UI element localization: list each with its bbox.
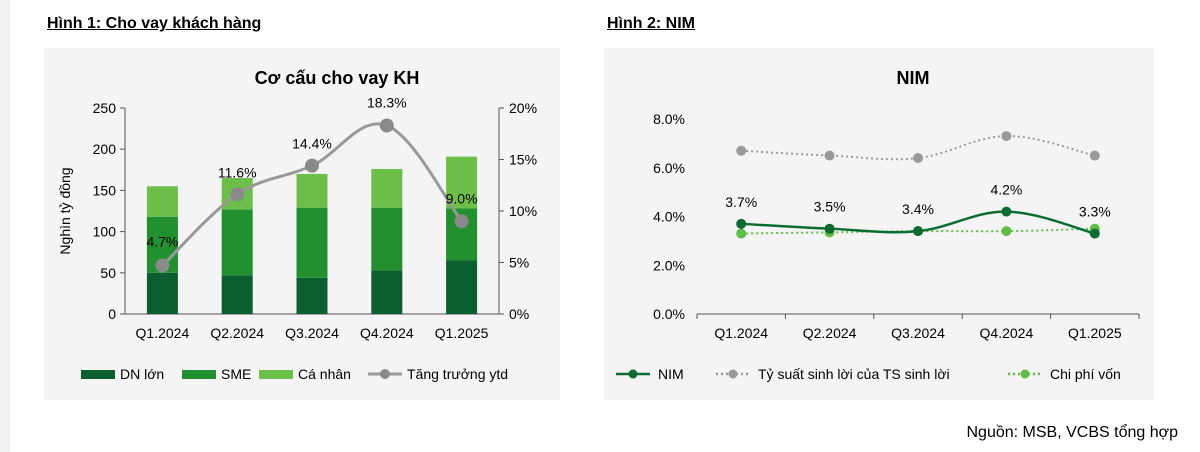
x-tick-label: Q2.2024 <box>210 325 264 341</box>
bar-segment <box>146 272 178 314</box>
series-point <box>1089 150 1100 161</box>
legend-marker <box>1020 369 1030 379</box>
source-note: Nguồn: MSB, VCBS tổng hợp <box>966 424 1179 441</box>
growth-data-label: 14.4% <box>292 136 332 152</box>
bar-segment <box>446 260 478 314</box>
series-point <box>1089 228 1100 239</box>
y2-tick-label: 0% <box>509 306 529 322</box>
x-tick-label: Q1.2024 <box>714 325 768 341</box>
y2-tick-label: 20% <box>509 100 537 116</box>
x-tick-label: Q3.2024 <box>285 325 339 341</box>
y-tick-label: 250 <box>93 100 117 116</box>
x-tick-label: Q4.2024 <box>980 325 1034 341</box>
y-tick-label: 200 <box>93 141 117 157</box>
series-point <box>824 150 835 161</box>
legend-label: NIM <box>658 366 684 382</box>
growth-data-label: 18.3% <box>367 95 407 111</box>
bar-segment <box>296 207 328 278</box>
x-tick-label: Q4.2024 <box>360 325 414 341</box>
series-point <box>824 223 835 234</box>
y-tick-label: 50 <box>100 265 116 281</box>
y2-tick-label: 15% <box>509 152 537 168</box>
series-point <box>736 218 747 229</box>
chart-title: Cơ cấu cho vay KH <box>255 68 420 88</box>
bar-segment <box>296 277 328 314</box>
legend-label: Chi phí vốn <box>1050 366 1121 382</box>
legend-swatch <box>259 370 293 379</box>
legend-label: DN lớn <box>120 366 164 382</box>
growth-data-label: 9.0% <box>446 190 478 206</box>
bar-segment <box>221 275 253 314</box>
nim-chart: NIM 0.0% 2.0% 4.0% 6.0% 8.0% Q1.2024 Q2.2024 Q3.… <box>616 68 1140 382</box>
series-point <box>1001 226 1012 237</box>
series-point <box>736 145 747 156</box>
figure2-heading: Hình 2: NIM <box>607 15 695 32</box>
legend-swatch <box>182 370 216 379</box>
y-tick-label: 2.0% <box>653 257 685 273</box>
bar-segment <box>146 186 178 217</box>
legend-marker <box>728 369 738 379</box>
y-tick-label: 8.0% <box>653 111 685 127</box>
series-point <box>1001 206 1012 217</box>
nim-chart-panel: NIM 0.0% 2.0% 4.0% 6.0% 8.0% Q1.2024 Q2.2024 Q3.… <box>604 48 1154 400</box>
x-tick-label: Q1.2025 <box>1068 325 1122 341</box>
growth-data-label: 11.6% <box>218 165 257 181</box>
legend-marker <box>628 369 638 379</box>
loan-structure-chart: Cơ cấu cho vay KH 0 50 100 150 200 250 Nghìn tỷ… <box>57 68 537 382</box>
y-tick-label: 100 <box>93 224 117 240</box>
growth-point <box>454 214 469 229</box>
nim-data-label: 3.4% <box>902 201 934 217</box>
growth-point <box>379 118 394 133</box>
series-point <box>913 153 923 163</box>
nim-data-label: 3.5% <box>814 199 846 215</box>
nim-data-label: 3.3% <box>1079 204 1111 220</box>
legend-label: Cá nhân <box>298 366 351 382</box>
y2-tick-label: 10% <box>509 203 537 219</box>
y-tick-label: 0 <box>108 306 116 322</box>
series-point <box>1001 131 1012 142</box>
legend-swatch <box>81 370 115 379</box>
legend-label: SME <box>221 366 251 382</box>
chart-title: NIM <box>897 68 930 88</box>
growth-point <box>230 187 245 202</box>
legend-label: Tỷ suất sinh lời của TS sinh lời <box>758 366 950 382</box>
left-margin-strip <box>0 0 10 452</box>
y2-tick-label: 5% <box>509 255 529 271</box>
x-tick-label: Q3.2024 <box>891 325 945 341</box>
legend-label: Tăng trưởng ytd <box>407 366 508 382</box>
growth-point <box>305 158 319 173</box>
growth-point <box>155 258 170 273</box>
x-tick-label: Q1.2025 <box>435 325 489 341</box>
bar-segment <box>446 156 478 209</box>
series-point <box>736 228 747 239</box>
x-tick-label: Q1.2024 <box>136 325 190 341</box>
x-tick-label: Q2.2024 <box>803 325 857 341</box>
bar-segment <box>221 209 253 276</box>
nim-data-label: 4.2% <box>990 182 1022 198</box>
bar-segment <box>371 207 403 271</box>
growth-data-label: 4.7% <box>146 234 178 250</box>
series-point <box>913 226 923 237</box>
nim-data-label: 3.7% <box>725 194 757 210</box>
bar-segment <box>371 168 403 208</box>
bar-segment <box>371 270 403 314</box>
y-tick-label: 4.0% <box>653 209 685 225</box>
y-tick-label: 150 <box>93 182 117 198</box>
y-tick-label: 0.0% <box>653 306 685 322</box>
legend-line-marker <box>380 369 390 379</box>
figure1-heading: Hình 1: Cho vay khách hàng <box>47 15 262 32</box>
loan-structure-chart-panel: Cơ cấu cho vay KH 0 50 100 150 200 250 Nghìn tỷ… <box>44 48 560 400</box>
y-tick-label: 6.0% <box>653 160 685 176</box>
bar-segment <box>296 173 328 208</box>
y-axis-title: Nghìn tỷ đồng <box>57 167 73 254</box>
